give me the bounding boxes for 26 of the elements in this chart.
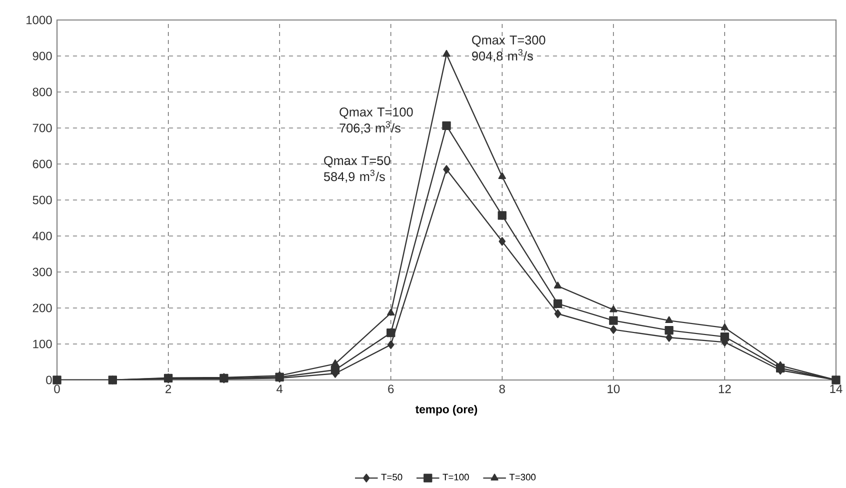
x-tick-label: 4 [276, 384, 283, 393]
x-tick-label: 14 [830, 384, 842, 393]
y-tick-label: 600 [32, 160, 52, 168]
y-tick-label: 1000 [26, 16, 52, 24]
x-tick-label: 10 [608, 384, 620, 394]
x-tick-label: 8 [499, 384, 505, 394]
y-tick-label: 500 [32, 196, 52, 204]
legend-label: T=300 [509, 474, 536, 480]
x-tick-label: 12 [718, 384, 731, 394]
y-tick-label: 800 [32, 88, 52, 96]
y-tick-label: 0 [46, 376, 52, 384]
y-tick-label: 300 [32, 268, 52, 276]
legend-label: T=50 [381, 474, 402, 480]
y-tick-label: 100 [33, 340, 52, 348]
annotation: Qmax T=100 706,3 m$^{3}$/s [340, 108, 413, 134]
legend-label: T=100 [442, 474, 469, 480]
annotation: Qmax T=300 904,8 m$^{3}$/s [472, 36, 546, 62]
x-tick-label: 6 [388, 384, 394, 394]
y-tick-label: 400 [32, 232, 52, 240]
x-axis-title: tempo (ore) [415, 405, 478, 416]
x-tick-label: 0 [54, 384, 60, 394]
annotation: Qmax T=50 584,9 m$^{3}$/s [324, 156, 390, 183]
x-tick-label: 2 [166, 384, 172, 394]
y-tick-label: 700 [32, 124, 52, 132]
y-tick-label: 200 [32, 304, 52, 312]
y-tick-label: 900 [32, 52, 52, 60]
